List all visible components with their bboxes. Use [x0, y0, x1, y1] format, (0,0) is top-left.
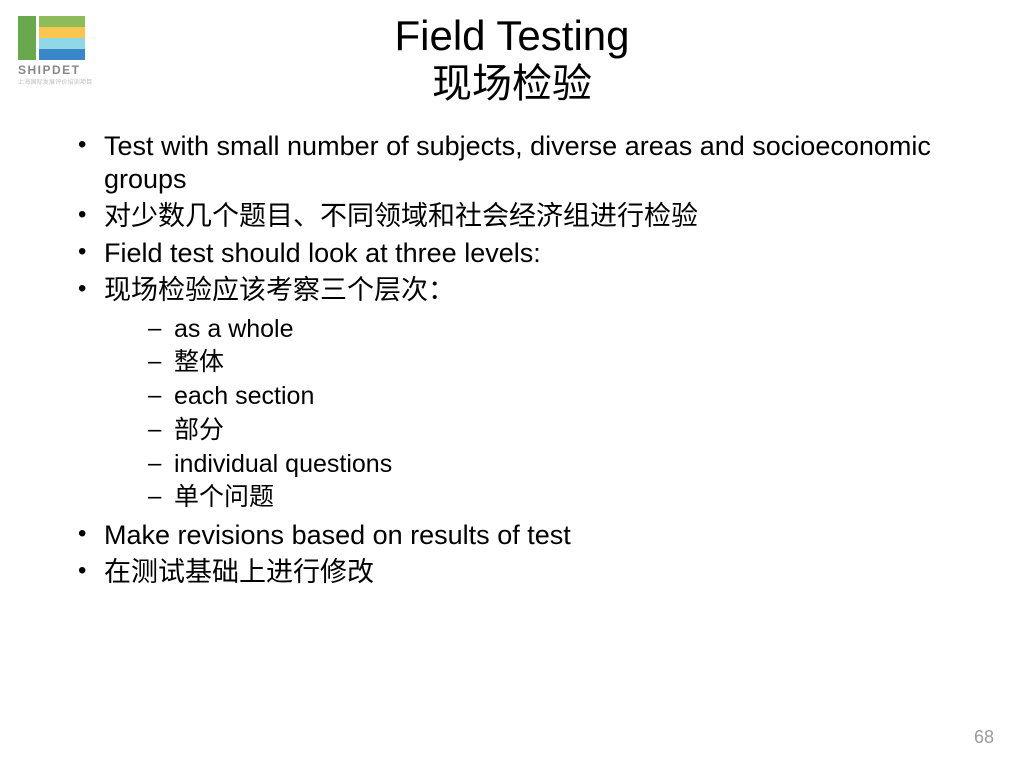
slide-content: Test with small number of subjects, dive…: [70, 130, 954, 589]
page-number: 68: [974, 727, 994, 748]
logo-name: SHIPDET: [18, 63, 96, 77]
title-chinese: 现场检验: [0, 60, 1024, 108]
logo-bar-right: [39, 16, 85, 60]
bullet-item: 现场检验应该考察三个层次： as a whole 整体 each section…: [70, 274, 954, 515]
bullet-list: Test with small number of subjects, dive…: [70, 130, 954, 589]
sub-bullet-item: as a whole: [144, 313, 954, 347]
sub-bullet-item: individual questions: [144, 448, 954, 482]
bullet-item: Field test should look at three levels:: [70, 237, 954, 270]
bullet-item: Test with small number of subjects, dive…: [70, 130, 954, 196]
logo-bars: [18, 16, 96, 60]
bullet-text: 现场检验应该考察三个层次：: [104, 275, 455, 305]
sub-bullet-item: 部分: [144, 414, 954, 448]
bullet-item: Make revisions based on results of test: [70, 519, 954, 552]
title-english: Field Testing: [0, 12, 1024, 60]
slide-title: Field Testing 现场检验: [0, 0, 1024, 108]
sub-bullet-item: each section: [144, 380, 954, 414]
logo-subtitle: 上海国际发展评价培训项目: [18, 77, 96, 86]
sub-bullet-item: 整体: [144, 346, 954, 380]
sub-bullet-list: as a whole 整体 each section 部分 individual…: [144, 313, 954, 516]
sub-bullet-item: 单个问题: [144, 481, 954, 515]
logo-bar-left: [18, 16, 36, 60]
logo: SHIPDET 上海国际发展评价培训项目: [18, 16, 96, 86]
bullet-item: 在测试基础上进行修改: [70, 556, 954, 589]
bullet-item: 对少数几个题目、不同领域和社会经济组进行检验: [70, 200, 954, 233]
